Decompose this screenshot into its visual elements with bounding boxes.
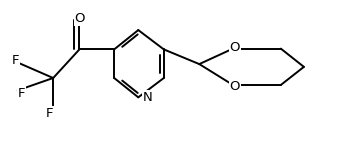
Text: O: O <box>230 80 240 93</box>
Text: O: O <box>230 41 240 54</box>
Text: F: F <box>12 54 20 68</box>
Text: N: N <box>142 91 152 104</box>
Text: F: F <box>17 87 25 100</box>
Text: O: O <box>74 12 85 25</box>
Text: F: F <box>46 107 53 120</box>
